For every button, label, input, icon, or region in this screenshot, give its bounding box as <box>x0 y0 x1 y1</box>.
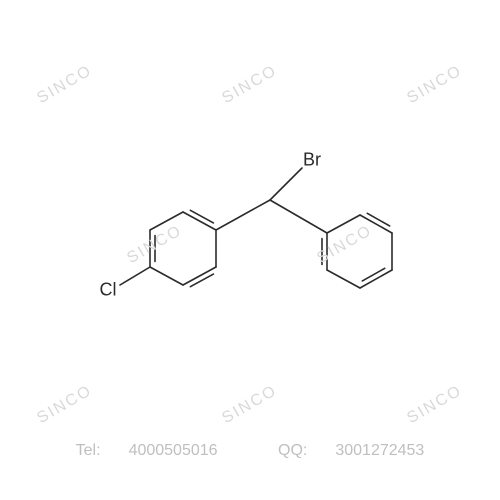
figure-canvas: SINCOSINCOSINCOSINCOSINCOSINCOSINCOSINCO… <box>0 0 500 500</box>
atom-label-cl: Cl <box>100 280 117 301</box>
qq-block: QQ: 3001272453 <box>264 442 438 460</box>
qq-value: 3001272453 <box>335 442 424 460</box>
tel-block: Tel: 4000505016 <box>62 442 232 460</box>
qq-label: QQ: <box>278 442 307 460</box>
tel-label: Tel: <box>76 442 101 460</box>
molecule-structure <box>0 0 500 500</box>
atom-label-br: Br <box>303 150 321 171</box>
footer-contact: Tel: 4000505016 QQ: 3001272453 <box>0 442 500 460</box>
tel-value: 4000505016 <box>129 442 218 460</box>
